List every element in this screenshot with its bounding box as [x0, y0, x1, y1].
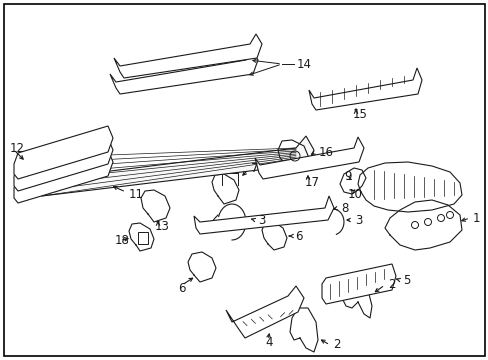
Text: 9: 9	[343, 170, 351, 183]
Polygon shape	[194, 196, 333, 234]
Polygon shape	[110, 50, 258, 94]
Polygon shape	[254, 137, 363, 179]
Text: 11: 11	[129, 188, 143, 201]
Text: 5: 5	[402, 274, 409, 287]
Text: 14: 14	[296, 58, 311, 71]
Polygon shape	[321, 264, 395, 304]
Text: 2: 2	[387, 279, 395, 292]
Text: 3: 3	[258, 213, 265, 226]
Text: 17: 17	[305, 176, 319, 189]
Text: 1: 1	[472, 211, 480, 225]
Text: 4: 4	[264, 337, 272, 350]
Bar	[138, 232, 148, 244]
Text: 6: 6	[178, 282, 185, 294]
Text: 8: 8	[340, 202, 347, 215]
Polygon shape	[225, 286, 304, 338]
Text: 6: 6	[294, 230, 302, 243]
Polygon shape	[14, 126, 113, 179]
Text: 16: 16	[318, 145, 333, 158]
Text: 15: 15	[352, 108, 367, 121]
Polygon shape	[308, 68, 421, 110]
Polygon shape	[114, 34, 262, 78]
Text: 10: 10	[347, 188, 362, 201]
Text: 12: 12	[10, 141, 25, 154]
Text: 18: 18	[115, 234, 130, 247]
Polygon shape	[14, 150, 113, 203]
Polygon shape	[28, 136, 313, 196]
Text: 2: 2	[332, 338, 340, 351]
Text: 7: 7	[250, 162, 258, 175]
Text: 13: 13	[155, 220, 169, 233]
Text: 3: 3	[354, 213, 362, 226]
Polygon shape	[14, 138, 113, 191]
